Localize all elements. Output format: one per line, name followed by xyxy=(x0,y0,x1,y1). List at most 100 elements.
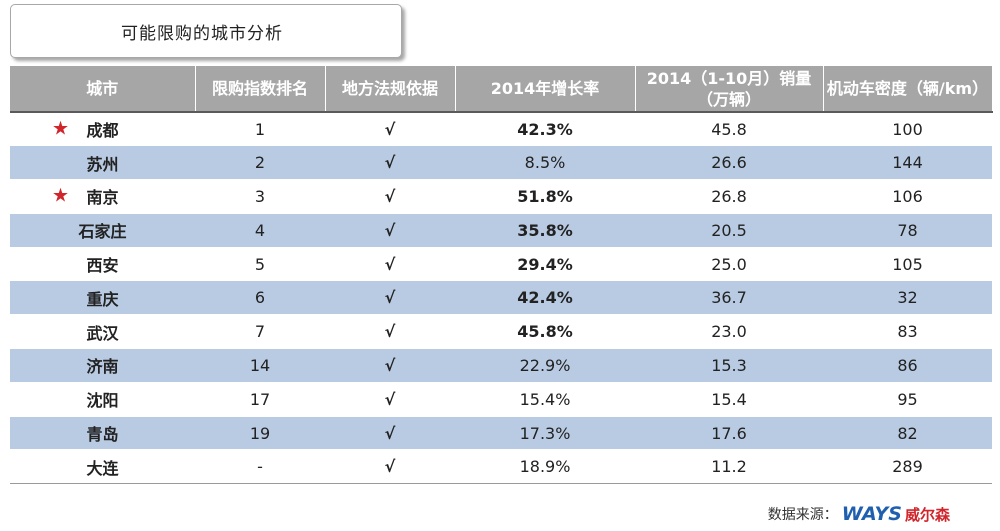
page-title-box: 可能限购的城市分析 xyxy=(10,4,402,58)
cell-growth: 35.8% xyxy=(455,212,635,248)
cell-law-check: √ xyxy=(325,246,455,282)
cell-law-check: √ xyxy=(325,212,455,248)
cell-law-check: √ xyxy=(325,381,455,417)
cell-sales: 26.8 xyxy=(635,179,823,214)
logo-text: WAYS xyxy=(841,503,902,525)
cell-density: 32 xyxy=(823,280,992,316)
header-growth: 2014年增长率 xyxy=(454,66,636,112)
cell-rank: 17 xyxy=(195,381,325,417)
cell-rank: 19 xyxy=(195,415,325,451)
cell-growth: 51.8% xyxy=(455,179,635,214)
cell-city: 青岛 xyxy=(10,415,195,451)
cell-density: 289 xyxy=(823,449,992,485)
city-name: 沈阳 xyxy=(86,391,119,411)
cell-sales: 11.2 xyxy=(635,449,823,485)
cell-law-check: √ xyxy=(325,415,455,451)
cell-city: 济南 xyxy=(10,348,195,383)
cell-sales: 36.7 xyxy=(635,280,823,316)
cell-rank: 1 xyxy=(195,111,325,147)
table-row: 石家庄 4 √ 35.8% 20.5 78 xyxy=(10,212,992,248)
cell-rank: 4 xyxy=(195,212,325,248)
cell-density: 83 xyxy=(823,314,992,350)
cell-sales: 17.6 xyxy=(635,415,823,451)
table-row: 西安 5 √ 29.4% 25.0 105 xyxy=(10,246,992,282)
cell-rank: 6 xyxy=(195,280,325,316)
cell-law-check: √ xyxy=(325,449,455,485)
cell-rank: 5 xyxy=(195,246,325,282)
cell-rank: 2 xyxy=(195,145,325,181)
cell-law-check: √ xyxy=(325,348,455,383)
cell-city: 苏州 xyxy=(10,145,195,181)
cell-sales: 23.0 xyxy=(635,314,823,350)
page-title: 可能限购的城市分析 xyxy=(121,23,283,44)
cell-growth: 22.9% xyxy=(455,348,635,383)
cell-sales: 15.3 xyxy=(635,348,823,383)
header-sales: 2014（1-10月）销量（万辆） xyxy=(634,66,824,112)
city-name: 石家庄 xyxy=(78,222,127,242)
cell-rank: 7 xyxy=(195,314,325,350)
cell-city: 重庆 xyxy=(10,280,195,316)
city-name: 武汉 xyxy=(86,323,119,343)
logo-cn-text: 威尔森 xyxy=(904,505,950,524)
cell-density: 144 xyxy=(823,145,992,181)
city-name: 大连 xyxy=(86,458,119,478)
cell-city: 石家庄 xyxy=(10,212,195,248)
city-name: 济南 xyxy=(86,357,119,377)
table-row: ★ 成都 1 √ 42.3% 45.8 100 xyxy=(10,111,992,147)
star-icon: ★ xyxy=(52,117,70,140)
cell-growth: 42.4% xyxy=(455,280,635,316)
data-source: 数据来源： WAYS 威尔森 xyxy=(768,503,950,525)
cell-growth: 17.3% xyxy=(455,415,635,451)
cell-law-check: √ xyxy=(325,145,455,181)
source-label: 数据来源： xyxy=(767,507,838,523)
cell-city: ★ 南京 xyxy=(10,179,195,214)
header-city: 城市 xyxy=(10,66,196,112)
header-law: 地方法规依据 xyxy=(324,66,456,112)
cell-density: 86 xyxy=(823,348,992,383)
cell-sales: 15.4 xyxy=(635,381,823,417)
table-row: 沈阳 17 √ 15.4% 15.4 95 xyxy=(10,381,992,417)
table-row: 苏州 2 √ 8.5% 26.6 144 xyxy=(10,145,992,181)
cell-density: 95 xyxy=(823,381,992,417)
cell-rank: - xyxy=(195,449,325,485)
cell-law-check: √ xyxy=(325,111,455,147)
table-row: 青岛 19 √ 17.3% 17.6 82 xyxy=(10,415,992,451)
cell-growth: 18.9% xyxy=(455,449,635,485)
cell-growth: 8.5% xyxy=(455,145,635,181)
table-row: 大连 - √ 18.9% 11.2 289 xyxy=(10,449,992,485)
table-header-row: 城市 限购指数排名 地方法规依据 2014年增长率 2014（1-10月）销量（… xyxy=(10,66,993,112)
table-row: 武汉 7 √ 45.8% 23.0 83 xyxy=(10,314,992,350)
cell-sales: 25.0 xyxy=(635,246,823,282)
city-name: 重庆 xyxy=(86,289,119,309)
cell-sales: 20.5 xyxy=(635,212,823,248)
cell-city: 武汉 xyxy=(10,314,195,350)
cell-city: 大连 xyxy=(10,449,195,485)
cell-law-check: √ xyxy=(325,280,455,316)
cell-density: 82 xyxy=(823,415,992,451)
cell-growth: 15.4% xyxy=(455,381,635,417)
cell-rank: 14 xyxy=(195,348,325,383)
cell-growth: 45.8% xyxy=(455,314,635,350)
cell-law-check: √ xyxy=(325,179,455,214)
cell-law-check: √ xyxy=(325,314,455,350)
cell-density: 106 xyxy=(823,179,992,214)
city-name: 成都 xyxy=(86,121,119,141)
cell-density: 78 xyxy=(823,212,992,248)
cell-sales: 26.6 xyxy=(635,145,823,181)
star-icon: ★ xyxy=(52,184,70,207)
city-name: 苏州 xyxy=(86,154,119,174)
cell-city: 沈阳 xyxy=(10,381,195,417)
table-row: 重庆 6 √ 42.4% 36.7 32 xyxy=(10,280,992,316)
city-name: 南京 xyxy=(86,188,119,208)
cell-growth: 42.3% xyxy=(455,111,635,147)
ways-logo: WAYS 威尔森 xyxy=(842,503,950,525)
cell-city: 西安 xyxy=(10,246,195,282)
header-density: 机动车密度（辆/km） xyxy=(822,66,993,112)
cell-sales: 45.8 xyxy=(635,111,823,147)
cell-density: 105 xyxy=(823,246,992,282)
city-name: 西安 xyxy=(86,256,119,276)
table-row: ★ 南京 3 √ 51.8% 26.8 106 xyxy=(10,179,992,214)
cell-growth: 29.4% xyxy=(455,246,635,282)
table-row: 济南 14 √ 22.9% 15.3 86 xyxy=(10,348,992,383)
cell-city: ★ 成都 xyxy=(10,111,195,147)
